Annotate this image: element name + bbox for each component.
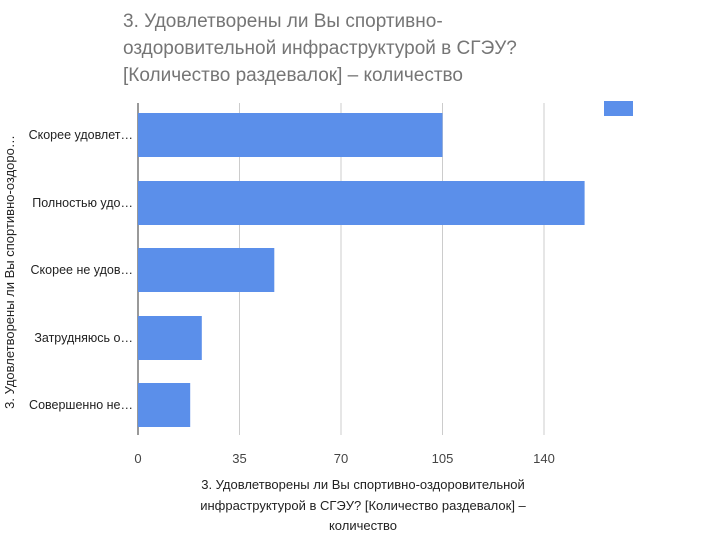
x-tick-label: 105 [432,451,454,466]
x-tick-label: 0 [134,451,141,466]
category-label: Скорее не удов… [31,263,133,277]
chart-title: 3. Удовлетворены ли Вы спортивно- оздоро… [123,8,603,89]
bar [138,383,191,427]
x-axis-title-line-2: инфраструктурой в СГЭУ? [Количество разд… [200,498,526,513]
bar [138,181,585,225]
x-tick-labels: 0 35 70 105 140 [134,451,554,466]
category-label: Полностью удо… [32,196,133,210]
x-axis-title-line-1: 3. Удовлетворены ли Вы спортивно-оздоров… [201,477,525,492]
chart-title-line-3: [Количество раздевалок] – количество [123,65,463,86]
category-label: Совершенно не… [29,398,133,412]
legend-swatch [604,101,633,116]
x-tick-label: 35 [232,451,246,466]
bar [138,316,202,360]
bar [138,113,443,157]
x-axis-title: 3. Удовлетворены ли Вы спортивно-оздоров… [200,477,526,533]
x-tick-label: 140 [533,451,555,466]
bar [138,248,275,292]
bars [138,113,585,427]
category-label: Скорее удовлет… [29,128,133,142]
chart-title-line-2: оздоровительной инфраструктурой в СГЭУ? [123,38,517,59]
y-axis-title: 3. Удовлетворены ли Вы спортивно-оздоро… [2,135,17,409]
category-labels: Скорее удовлет… Полностью удо… Скорее не у… [29,128,133,412]
category-label: Затрудняюсь о… [34,331,133,345]
x-tick-label: 70 [334,451,348,466]
x-axis-title-line-3: количество [329,518,397,533]
chart-title-line-1: 3. Удовлетворены ли Вы спортивно- [123,11,443,32]
